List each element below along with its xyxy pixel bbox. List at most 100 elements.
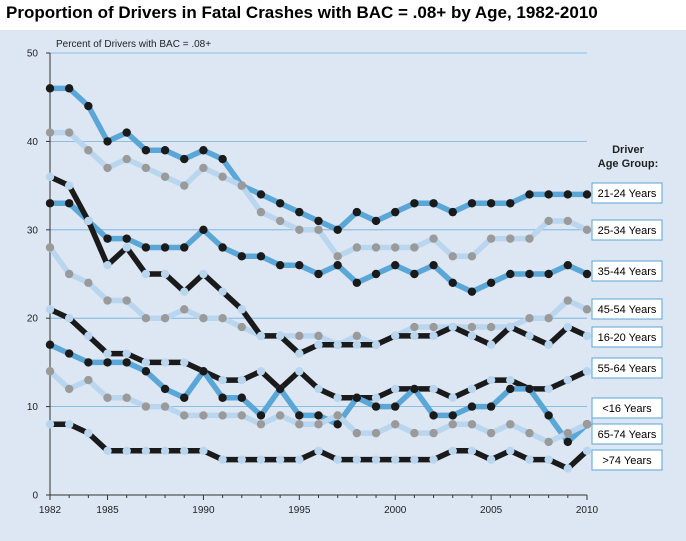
data-point-74-years-2003 xyxy=(448,446,457,455)
data-point-35-44-years-1990 xyxy=(199,225,208,234)
data-point-35-44-years-1983 xyxy=(64,199,74,208)
y-tick-label-30: 30 xyxy=(27,225,39,236)
data-point-16-years-1990 xyxy=(199,367,208,376)
data-point-25-34-years-1994 xyxy=(275,216,285,226)
legend-label-16-20-years: 16-20 Years xyxy=(598,332,657,344)
data-point-16-years-2007 xyxy=(525,384,534,394)
y-tick-label-40: 40 xyxy=(27,137,39,148)
data-point-16-20-years-1997 xyxy=(333,340,342,349)
data-point-65-74-years-1994 xyxy=(275,411,285,420)
data-point-65-74-years-2009 xyxy=(563,428,573,438)
data-point-55-64-years-1992 xyxy=(237,375,246,385)
data-point-16-20-years-2006 xyxy=(506,322,515,332)
data-point-25-34-years-1993 xyxy=(256,207,266,217)
data-point-35-44-years-1989 xyxy=(180,243,189,252)
data-point-65-74-years-1996 xyxy=(314,420,323,429)
legend-title-line-2: Age Group: xyxy=(598,158,659,170)
data-point-16-20-years-1985 xyxy=(103,260,112,270)
legend-label-16-years: <16 Years xyxy=(602,403,652,415)
data-point-16-20-years-2000 xyxy=(391,331,400,341)
data-point-55-64-years-1985 xyxy=(103,349,112,358)
legend-box-45-54-years xyxy=(591,298,663,320)
series-25-34-years xyxy=(45,128,592,261)
data-point-45-54-years-1986 xyxy=(122,296,131,305)
data-point-25-34-years-2008 xyxy=(544,216,553,226)
x-tick-label-1982: 1982 xyxy=(39,505,62,516)
data-point-16-years-1991 xyxy=(218,393,227,402)
data-point-16-years-1986 xyxy=(122,358,131,367)
legend-box-35-44-years xyxy=(591,260,663,282)
data-point-65-74-years-1991 xyxy=(218,411,227,420)
data-point-35-44-years-2004 xyxy=(467,287,477,296)
data-point-55-64-years-1991 xyxy=(218,375,227,385)
data-point-35-44-years-1992 xyxy=(237,252,246,261)
legend-label-65-74-years: 65-74 Years xyxy=(598,429,657,441)
legend-label-45-54-years: 45-54 Years xyxy=(598,304,657,316)
data-point-45-54-years-1995 xyxy=(295,331,304,341)
chart-panel: 0 10 20 30 40 50 1982 1985 1990 1995 2000 2005 2010 P… xyxy=(0,30,686,541)
data-point-55-64-years-2008 xyxy=(544,384,553,394)
data-point-21-24-years-2001 xyxy=(410,199,419,208)
data-point-16-years-1992 xyxy=(237,393,246,402)
data-point-16-years-2006 xyxy=(506,384,515,394)
data-point-35-44-years-2009 xyxy=(563,260,573,270)
data-point-35-44-years-1986 xyxy=(122,234,131,243)
x-tick-label-2010: 2010 xyxy=(576,505,599,516)
data-point-21-24-years-1982 xyxy=(45,84,55,93)
data-point-65-74-years-2001 xyxy=(410,428,419,438)
data-point-16-20-years-1996 xyxy=(314,340,323,349)
data-point-21-24-years-2008 xyxy=(544,190,553,199)
data-point-74-years-1994 xyxy=(275,455,285,464)
data-point-16-20-years-1983 xyxy=(64,181,74,190)
data-point-74-years-1990 xyxy=(199,446,208,455)
data-point-65-74-years-2008 xyxy=(544,437,553,447)
data-point-65-74-years-2002 xyxy=(429,428,438,438)
data-point-25-34-years-2010 xyxy=(582,225,592,234)
data-point-16-years-1985 xyxy=(103,358,112,367)
data-point-16-years-1983 xyxy=(64,349,74,358)
data-point-74-years-2002 xyxy=(429,455,438,464)
data-point-16-years-1987 xyxy=(141,367,151,376)
data-point-16-years-2001 xyxy=(410,384,419,394)
data-point-55-64-years-1989 xyxy=(180,358,189,367)
data-point-74-years-1993 xyxy=(256,455,266,464)
data-point-16-20-years-2004 xyxy=(467,331,477,341)
series-16-20-years xyxy=(45,172,592,358)
data-point-65-74-years-1993 xyxy=(256,420,266,429)
data-point-65-74-years-1987 xyxy=(141,402,151,411)
data-point-35-44-years-1994 xyxy=(275,260,285,270)
data-point-55-64-years-2002 xyxy=(429,384,438,394)
data-point-74-years-1997 xyxy=(333,455,342,464)
data-point-35-44-years-1987 xyxy=(141,243,151,252)
data-point-16-years-1999 xyxy=(371,402,381,411)
data-point-74-years-1991 xyxy=(218,455,227,464)
data-point-35-44-years-2010 xyxy=(582,269,592,279)
data-point-55-64-years-2004 xyxy=(467,384,477,394)
data-point-45-54-years-1984 xyxy=(84,278,93,288)
data-point-35-44-years-2003 xyxy=(448,278,457,288)
data-point-21-24-years-2002 xyxy=(429,199,438,208)
data-point-65-74-years-1997 xyxy=(333,411,342,420)
data-point-16-years-1994 xyxy=(275,384,285,394)
data-point-16-20-years-1990 xyxy=(199,269,208,279)
data-point-21-24-years-1991 xyxy=(218,154,227,164)
data-point-25-34-years-2000 xyxy=(391,243,400,252)
data-point-25-34-years-1992 xyxy=(237,181,246,190)
data-point-74-years-1998 xyxy=(352,455,362,464)
legend-box-21-24-years xyxy=(591,182,663,204)
data-point-21-24-years-2006 xyxy=(506,199,515,208)
data-point-16-years-1984 xyxy=(84,358,93,367)
data-point-45-54-years-1983 xyxy=(64,269,74,279)
data-point-35-44-years-2005 xyxy=(486,278,496,288)
data-point-35-44-years-2002 xyxy=(429,260,438,270)
data-point-35-44-years-1988 xyxy=(160,243,170,252)
data-point-16-20-years-1984 xyxy=(84,216,93,226)
data-point-74-years-1982 xyxy=(45,420,55,429)
data-point-55-64-years-1999 xyxy=(371,393,381,402)
data-point-16-years-2002 xyxy=(429,411,438,420)
data-point-16-20-years-1986 xyxy=(122,243,131,252)
data-point-16-20-years-1995 xyxy=(295,349,304,358)
y-axis-label: Percent of Drivers with BAC = .08+ xyxy=(56,39,211,50)
series-65-74-years xyxy=(45,367,592,447)
data-point-25-34-years-2003 xyxy=(448,252,457,261)
